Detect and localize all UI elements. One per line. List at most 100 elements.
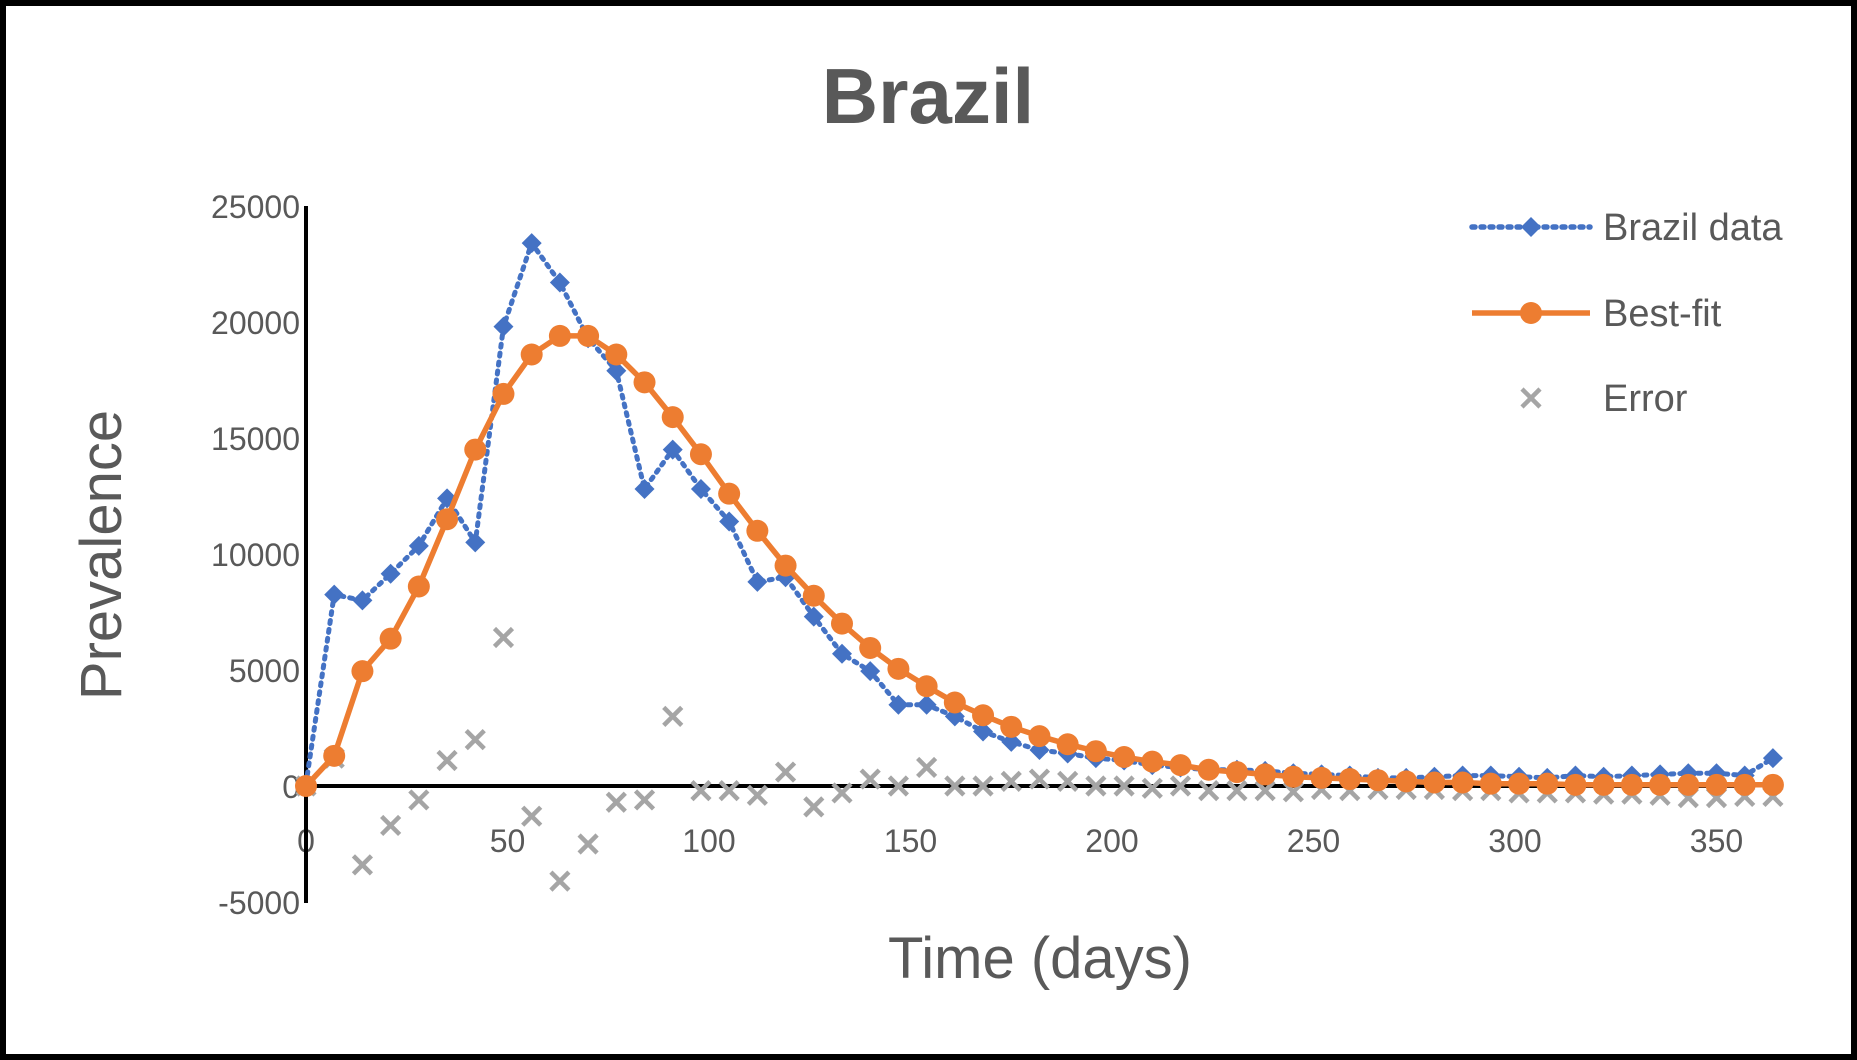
data-point <box>1028 725 1051 748</box>
y-tick-label: 15000 <box>211 421 300 457</box>
data-point <box>915 675 938 698</box>
data-point <box>605 343 628 366</box>
legend-label: Best-fit <box>1603 293 1722 335</box>
data-point <box>662 439 683 460</box>
data-point <box>548 324 571 347</box>
x-tick-label: 350 <box>1690 823 1743 859</box>
data-point <box>1254 763 1277 786</box>
data-point <box>407 575 430 598</box>
data-point <box>1282 765 1305 788</box>
data-point <box>352 590 373 611</box>
x-tick-label: 150 <box>884 823 937 859</box>
data-point <box>380 814 402 837</box>
data-point <box>944 775 966 797</box>
series-1 <box>295 324 1784 797</box>
data-point <box>1141 750 1164 773</box>
data-point <box>549 870 571 892</box>
data-point <box>1479 772 1502 795</box>
y-tick-label: 25000 <box>211 189 300 225</box>
data-point <box>747 571 768 592</box>
y-tick-label: 5000 <box>229 653 300 689</box>
data-point <box>774 761 797 783</box>
data-point <box>1057 770 1079 792</box>
series-layer <box>295 233 1784 892</box>
x-tick-label: 300 <box>1488 823 1541 859</box>
data-point <box>521 233 542 254</box>
data-point <box>1451 771 1474 794</box>
data-point <box>746 519 769 542</box>
x-tick-label: 50 <box>490 823 526 859</box>
chart-title: Brazil <box>822 52 1034 140</box>
data-point <box>323 744 346 767</box>
y-tick-label: 0 <box>282 769 300 805</box>
y-tick-label: -5000 <box>218 885 300 921</box>
data-point <box>1761 773 1784 796</box>
data-point <box>1762 748 1783 769</box>
data-point <box>351 854 374 876</box>
data-point <box>831 782 853 804</box>
data-point <box>859 768 881 790</box>
legend-item: Brazil data <box>1469 207 1783 249</box>
data-point <box>1113 775 1135 797</box>
data-point <box>718 780 740 802</box>
data-point <box>379 627 402 650</box>
data-point <box>633 789 656 811</box>
legend-marker <box>1521 217 1541 237</box>
data-point <box>943 691 966 714</box>
data-point <box>606 360 627 381</box>
data-point <box>1225 761 1248 784</box>
data-point <box>719 511 740 532</box>
data-point <box>1141 777 1163 799</box>
data-point <box>577 833 599 855</box>
data-point <box>803 606 824 627</box>
legend-label: Brazil data <box>1603 207 1783 249</box>
data-point <box>860 661 881 682</box>
data-point <box>831 643 852 664</box>
data-point <box>718 482 741 505</box>
data-point <box>436 508 459 531</box>
data-point <box>887 775 910 797</box>
y-axis-ticks: -5000 0 5000 10000 15000 20000 25000 <box>211 189 300 921</box>
data-point <box>408 789 430 811</box>
data-point <box>521 805 543 827</box>
data-point <box>887 657 910 680</box>
data-point <box>830 612 853 635</box>
data-point <box>1423 771 1446 794</box>
legend-item: Error <box>1520 378 1688 420</box>
data-point <box>1733 773 1756 796</box>
data-point <box>1705 773 1728 796</box>
data-point <box>1536 772 1559 795</box>
data-point <box>1000 715 1023 738</box>
data-point <box>1169 754 1192 777</box>
data-point <box>520 343 543 366</box>
data-point <box>1113 746 1136 768</box>
data-point <box>1085 775 1107 797</box>
data-point <box>1592 773 1615 796</box>
data-point <box>973 721 994 742</box>
legend-marker <box>1520 387 1542 409</box>
data-point <box>634 479 655 500</box>
data-point <box>1056 733 1079 756</box>
data-point <box>916 756 938 779</box>
data-point <box>1028 768 1051 790</box>
y-tick-label: 10000 <box>211 537 300 573</box>
data-point <box>746 784 768 806</box>
data-point <box>972 775 994 797</box>
data-point <box>690 479 711 500</box>
y-axis-title: Prevalence <box>69 410 134 700</box>
data-point <box>1564 773 1587 796</box>
data-point <box>1649 773 1672 796</box>
data-point <box>464 438 487 461</box>
data-point <box>1226 780 1248 802</box>
data-point <box>577 324 600 347</box>
data-point <box>1620 773 1643 796</box>
y-tick-label: 20000 <box>211 305 300 341</box>
data-point <box>1338 768 1361 791</box>
x-tick-label: 200 <box>1085 823 1138 859</box>
data-point <box>1677 773 1700 796</box>
data-point <box>972 704 995 727</box>
data-point <box>1254 780 1276 802</box>
